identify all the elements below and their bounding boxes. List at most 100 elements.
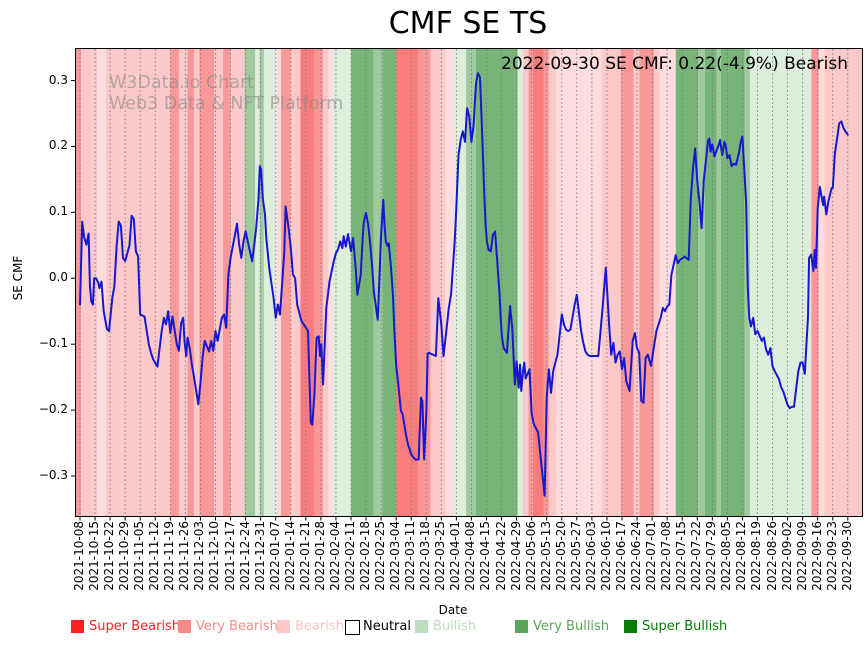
legend-label: Neutral <box>363 619 411 634</box>
x-tick-label: 2022-02-04 <box>327 521 342 591</box>
x-tick-label: 2021-10-29 <box>117 521 132 591</box>
x-tick-label: 2022-03-25 <box>433 521 448 591</box>
sentiment-band <box>824 49 862 516</box>
sentiment-band <box>382 49 397 516</box>
sentiment-band <box>178 49 188 516</box>
sentiment-band <box>620 49 634 516</box>
x-tick-label: 2022-01-28 <box>312 521 327 591</box>
legend-label: Bullish <box>433 619 477 634</box>
y-tick-label: −0.3 <box>38 467 68 482</box>
chart-title: CMF SE TS <box>388 6 548 41</box>
x-tick-label: 2022-06-17 <box>613 521 628 591</box>
cmf-line <box>79 72 849 497</box>
legend-swatch <box>515 620 528 633</box>
legend-label: Super Bullish <box>642 619 728 634</box>
x-tick-label: 2022-06-03 <box>583 521 598 591</box>
sentiment-band <box>720 49 745 516</box>
x-tick-label: 2022-07-15 <box>674 521 689 591</box>
x-tick-label: 2022-04-15 <box>478 521 493 591</box>
sentiment-band <box>543 49 549 516</box>
sentiment-band <box>275 49 282 516</box>
sentiment-band <box>445 49 455 516</box>
legend-swatch <box>624 620 637 633</box>
x-tick-label: 2022-05-13 <box>538 521 553 591</box>
sentiment-band <box>193 49 200 516</box>
x-tick-label: 2021-10-15 <box>87 521 102 591</box>
x-tick-label: 2021-12-03 <box>192 521 207 591</box>
sentiment-band <box>244 49 256 516</box>
sentiment-band <box>332 49 351 516</box>
sentiment-band <box>466 49 476 516</box>
x-tick-label: 2022-06-10 <box>598 521 613 591</box>
legend-swatch <box>277 620 290 633</box>
x-tick-label: 2022-01-14 <box>282 521 297 591</box>
y-tick-label: 0.1 <box>48 204 68 219</box>
x-tick-label: 2022-01-21 <box>297 521 312 591</box>
y-tick-label: 0.3 <box>48 72 68 87</box>
sentiment-band <box>259 49 264 516</box>
legend-label: Bearish <box>295 619 344 634</box>
sentiment-band <box>811 49 819 516</box>
x-tick-label: 2022-09-30 <box>839 521 854 591</box>
x-tick-label: 2021-12-10 <box>207 521 222 591</box>
plot-area: W3Data.io Chart Web3 Data & NFT Platform… <box>71 48 863 521</box>
sentiment-band <box>548 49 557 516</box>
x-tick-label: 2021-12-17 <box>222 521 237 591</box>
sentiment-band <box>263 49 276 516</box>
sentiment-band <box>76 49 82 516</box>
sentiment-band <box>230 49 245 516</box>
x-tick-label: 2022-07-08 <box>659 521 674 591</box>
y-tick-label: 0.0 <box>48 270 68 285</box>
x-tick-label: 2022-09-09 <box>794 521 809 591</box>
sentiment-band <box>633 49 640 516</box>
legend-swatch <box>415 620 428 633</box>
x-tick-label: 2021-11-05 <box>132 521 147 591</box>
x-tick-label: 2022-02-11 <box>342 521 357 591</box>
x-tick-label: 2022-03-11 <box>403 521 418 591</box>
x-tick-label: 2022-03-18 <box>418 521 433 591</box>
sentiment-band <box>187 49 194 516</box>
sentiment-band <box>350 49 374 516</box>
sentiment-band <box>818 49 825 516</box>
x-tick-label: 2022-07-29 <box>704 521 719 591</box>
sentiment-band <box>556 49 602 516</box>
sentiment-band <box>300 49 315 516</box>
x-tick-label: 2022-05-06 <box>523 521 538 591</box>
sentiment-band <box>704 49 717 516</box>
legend-label: Very Bullish <box>533 619 610 634</box>
sentiment-band <box>698 49 705 516</box>
x-tick-label: 2022-02-25 <box>373 521 388 591</box>
x-tick-label: 2022-08-19 <box>749 521 764 591</box>
sentiment-band <box>749 49 812 516</box>
sentiment-band <box>328 49 333 516</box>
sentiment-band <box>675 49 699 516</box>
legend-swatch <box>71 620 84 633</box>
annotation-label: 2022-09-30 SE CMF: 0.22(-4.9%) Bearish <box>501 54 848 74</box>
x-tick-label: 2022-02-18 <box>358 521 373 591</box>
sentiment-band <box>314 49 324 516</box>
sentiment-band <box>255 49 260 516</box>
sentiment-band <box>281 49 291 516</box>
sentiment-band <box>454 49 467 516</box>
legend-swatch <box>345 620 360 635</box>
sentiment-band <box>170 49 179 516</box>
x-tick-label: 2022-01-07 <box>267 521 282 591</box>
sentiment-band <box>716 49 721 516</box>
sentiment-band <box>532 49 544 516</box>
legend: Super Bearish Very Bearish Bearish Neutral B… <box>0 618 864 640</box>
sentiment-band <box>199 49 215 516</box>
x-tick-label: 2022-04-01 <box>448 521 463 591</box>
x-tick-label: 2022-04-29 <box>508 521 523 591</box>
x-tick-label: 2022-07-01 <box>644 521 659 591</box>
x-tick-label: 2021-12-31 <box>252 521 267 591</box>
sentiment-band <box>654 49 660 516</box>
sentiment-band <box>523 49 529 516</box>
x-tick-label: 2022-08-05 <box>719 521 734 591</box>
x-tick-label: 2022-08-26 <box>764 521 779 591</box>
x-tick-label: 2021-11-19 <box>162 521 177 591</box>
y-tick-label: −0.2 <box>38 402 68 417</box>
x-tick-label: 2022-07-22 <box>689 521 704 591</box>
sentiment-band <box>214 49 224 516</box>
x-tick-label: 2021-11-12 <box>147 521 162 591</box>
